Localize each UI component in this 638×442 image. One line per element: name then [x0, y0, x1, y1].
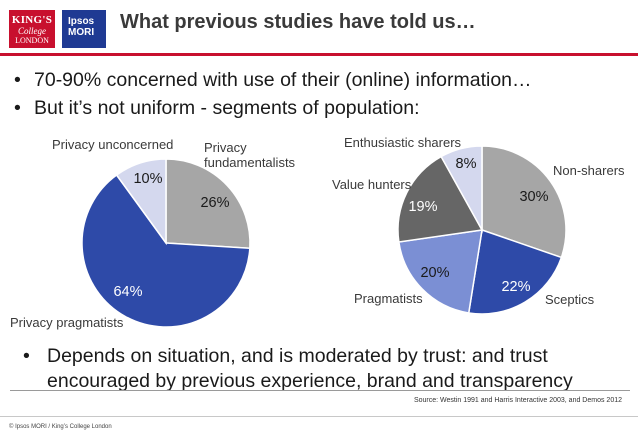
label-sceptics: Sceptics — [545, 292, 594, 307]
data-label-enthusiastic-sharers: 8% — [456, 156, 477, 172]
data-label-sceptics: 22% — [501, 279, 530, 295]
data-label-value-hunters: 19% — [408, 199, 437, 215]
data-label-unconcerned: 10% — [133, 171, 162, 187]
footer-copyright: © Ipsos MORI / King’s College London — [9, 424, 112, 430]
label-value-hunters: Value hunters — [332, 177, 411, 192]
data-label-fundamentalists: 26% — [200, 195, 229, 211]
data-label-pragmatists: 64% — [113, 284, 142, 300]
label-privacy-unconcerned: Privacy unconcerned — [52, 137, 158, 152]
label-pragmatists: Pragmatists — [354, 291, 423, 306]
bottom-bullet-text: Depends on situation, and is moderated b… — [47, 344, 627, 394]
label-privacy-fundamentalists: Privacy fundamentalists — [204, 140, 302, 170]
data-label-pragmatists: 20% — [420, 265, 449, 281]
label-privacy-pragmatists: Privacy pragmatists — [10, 315, 123, 330]
source-note: Source: Westin 1991 and Harris Interacti… — [414, 397, 622, 404]
source-divider — [10, 390, 630, 391]
label-non-sharers: Non-sharers — [553, 163, 625, 178]
label-enthusiastic-sharers: Enthusiastic sharers — [344, 135, 461, 150]
bullet-dot: • — [23, 344, 30, 369]
data-label-non-sharers: 30% — [519, 189, 548, 205]
footer-divider — [0, 416, 638, 417]
